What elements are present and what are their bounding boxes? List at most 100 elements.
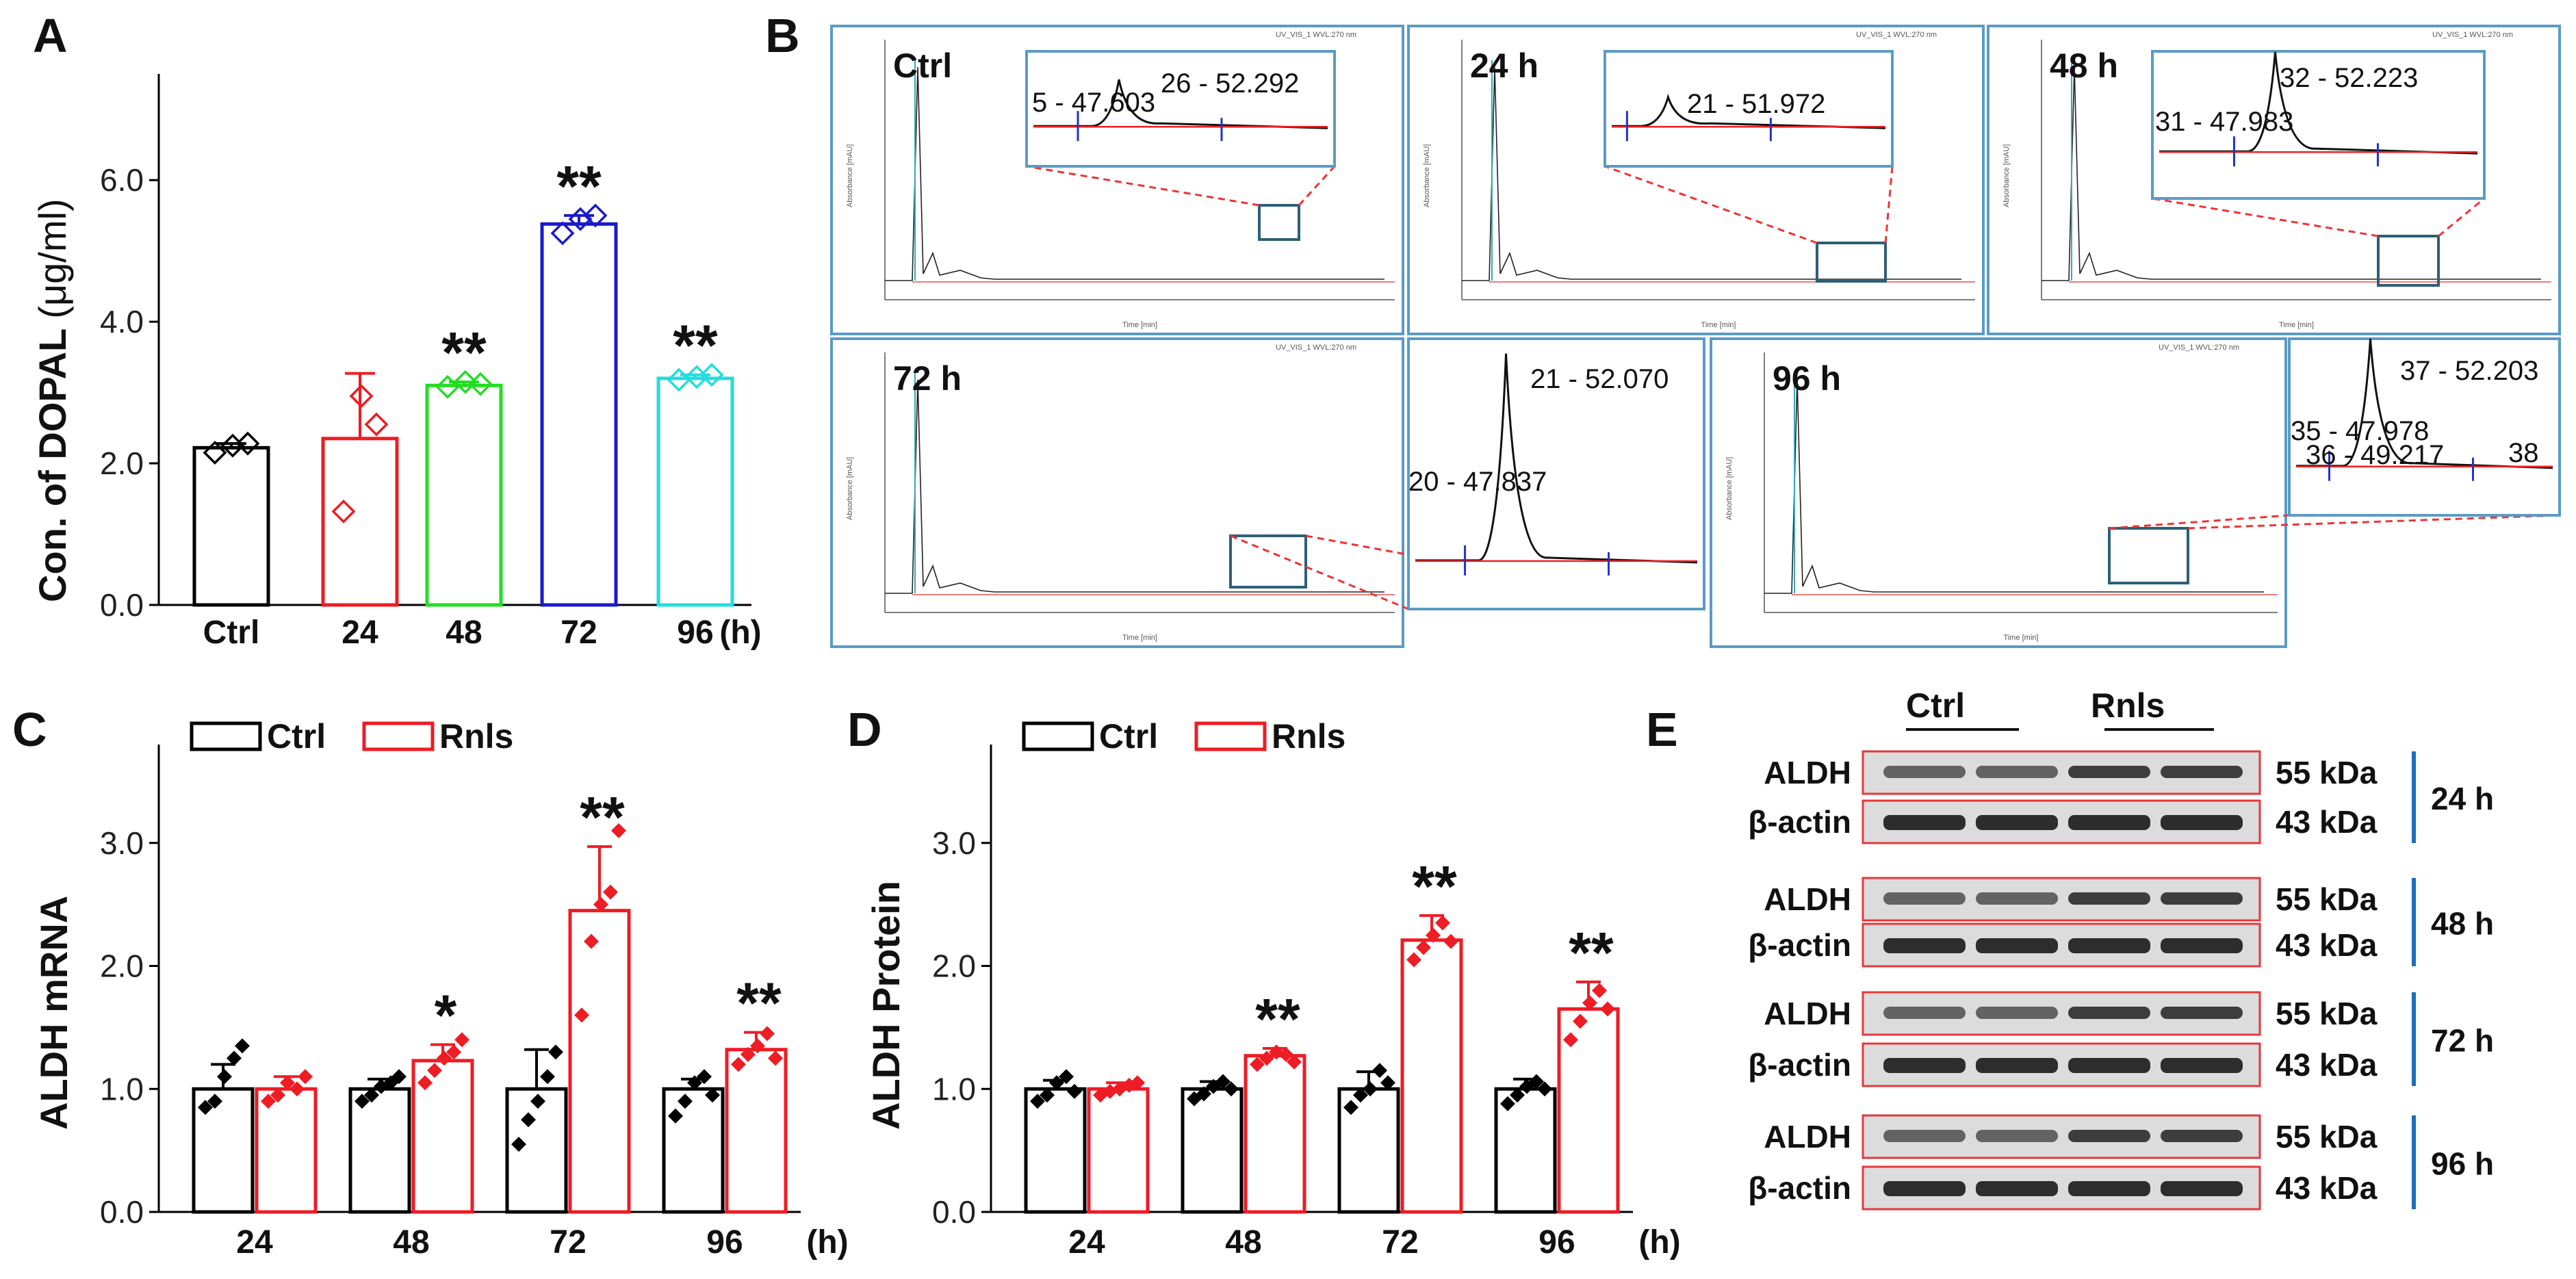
chrom-trace [2042, 66, 2541, 281]
time-label: 96 h [2431, 1146, 2494, 1182]
blot-protein-label: ALDH [1764, 881, 1851, 917]
blot-band [2161, 815, 2243, 830]
legend-label-rnls: Rnls [439, 717, 513, 755]
chromatogram-frame [830, 337, 1404, 648]
blot-kda-label: 55 kDa [2276, 996, 2378, 1031]
peak-label: 32 - 52.223 [2280, 63, 2418, 93]
point-diamond [207, 1094, 222, 1109]
ytick-label: 1.0 [100, 1071, 144, 1107]
blot-band [2068, 1007, 2150, 1019]
peak-label: 35 - 47.978 [2291, 416, 2429, 446]
inset-frame [2151, 50, 2486, 200]
chrom-trace [1462, 66, 1961, 281]
chromatogram-label: 48 h [2050, 47, 2118, 85]
point-diamond [227, 1050, 242, 1066]
blot-protein-label: β-actin [1748, 1047, 1851, 1083]
chrom-trace [885, 66, 1384, 281]
a-point-diamond [453, 370, 478, 394]
significance: ** [1412, 854, 1457, 918]
point-diamond [437, 1050, 452, 1066]
peak-label: 26 - 52.292 [1161, 68, 1299, 99]
peak-label: 37 - 52.203 [2400, 356, 2538, 386]
point-diamond [270, 1087, 285, 1103]
zoom-connector [1298, 165, 1336, 207]
chrom-xaxis-title: Time [min] [2004, 634, 2039, 642]
a-xtick-label: 96 [677, 615, 713, 651]
a-unit-label: (h) [719, 615, 761, 651]
point-diamond [1287, 1054, 1302, 1070]
ytick-label: 2.0 [100, 948, 144, 984]
point-diamond [1380, 1075, 1395, 1091]
blot-band [1976, 1130, 2058, 1142]
point-diamond [1196, 1086, 1211, 1102]
a-point-diamond [550, 221, 575, 246]
time-label: 48 h [2431, 906, 2494, 942]
blot-band [1976, 892, 2058, 905]
a-point-diamond [349, 384, 374, 409]
peak-label: 20 - 47.837 [1408, 467, 1547, 497]
chrom-header: UV_VIS_1 WVL:270 nm [2432, 31, 2513, 39]
xtick-label: 48 [393, 1224, 429, 1261]
a-bar-Ctrl [192, 445, 270, 607]
point-diamond [1406, 952, 1421, 968]
xtick-label: 72 [550, 1224, 586, 1261]
a-bar-96 [656, 376, 734, 607]
blot-strip-5: β-actin 43 kDa [1748, 1042, 2378, 1087]
chrom-header: UV_VIS_1 WVL:270 nm [2159, 344, 2239, 352]
chromatogram-2: UV_VIS_1 WVL:270 nm Time [min] Absorbance … [1987, 25, 2561, 335]
chromatogram-1: UV_VIS_1 WVL:270 nm Time [min] Absorbance … [1407, 25, 1985, 335]
panel-b-hplc: UV_VIS_1 WVL:270 nm Time [min] Absorbance … [830, 25, 2561, 648]
panel-label-a: A [33, 9, 68, 62]
point-diamond [548, 1044, 563, 1060]
chromatogram-label: Ctrl [893, 47, 952, 85]
blot-band [2068, 938, 2150, 953]
chrom-xaxis-title: Time [min] [1701, 321, 1736, 329]
point-diamond [1059, 1069, 1074, 1085]
a-xtick-label: 48 [446, 615, 482, 651]
chromatogram-label: 24 h [1470, 47, 1538, 85]
blot-protein-label: β-actin [1748, 1170, 1851, 1206]
point-diamond [603, 884, 618, 900]
zoom-connector [2438, 197, 2485, 237]
a-bar-24 [321, 437, 399, 607]
legend-swatch-rnls [1194, 721, 1267, 751]
blot-band [1883, 1181, 1966, 1196]
panel-label-d: D [847, 703, 882, 756]
point-diamond [1363, 1081, 1378, 1097]
chrom-xaxis-title: Time [min] [2279, 321, 2314, 329]
chrom-yaxis-title: Absorbance [mAU] [846, 144, 854, 207]
point-diamond [217, 1069, 232, 1085]
point-diamond [593, 896, 608, 912]
point-diamond [1067, 1083, 1082, 1099]
blot-protein-label: ALDH [1764, 996, 1851, 1031]
unit-label: (h) [806, 1224, 848, 1261]
point-diamond [1250, 1057, 1265, 1072]
xtick-label: 24 [1068, 1224, 1105, 1261]
point-diamond [1416, 940, 1431, 955]
zoom-connector [1884, 166, 1894, 244]
point-diamond [1372, 1063, 1387, 1078]
blot-strip-7: β-actin 43 kDa [1748, 1165, 2378, 1211]
zoom-region [1816, 242, 1887, 283]
panel-label-b: B [765, 9, 800, 62]
blot-kda-label: 55 kDa [2276, 1119, 2378, 1154]
chrom-yaxis-title: Absorbance [mAU] [846, 457, 854, 520]
blot-kda-label: 55 kDa [2276, 881, 2378, 917]
blot-band [1976, 1058, 2058, 1073]
xtick-label: 96 [1538, 1224, 1575, 1261]
inset-peak-trace [2296, 338, 2553, 469]
zoom-region [1229, 534, 1307, 589]
point-diamond [298, 1069, 313, 1085]
point-diamond [1343, 1100, 1358, 1115]
bar-rnls-24 [1087, 1087, 1150, 1214]
blot-strip-6: ALDH 55 kDa [1764, 1114, 2378, 1159]
point-diamond [1435, 915, 1450, 931]
blot-band [1883, 766, 1966, 778]
point-diamond [198, 1100, 213, 1115]
point-diamond [750, 1038, 765, 1054]
panel-e-western-blot: Ctrl Rnls ALDH 55 kDa β-actin 43 kDa ALDH 55 kD… [1748, 686, 2494, 1211]
blot-kda-label: 43 kDa [2276, 1047, 2378, 1083]
significance: ** [1255, 987, 1300, 1051]
peak-label: 31 - 47.983 [2155, 107, 2293, 137]
bar-ctrl-96 [662, 1087, 725, 1214]
